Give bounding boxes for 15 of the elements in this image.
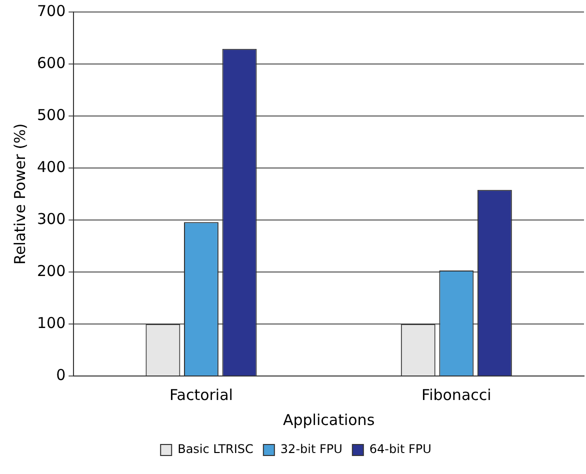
legend-label: Basic LTRISC xyxy=(178,442,254,456)
y-tick-label: 400 xyxy=(36,158,66,176)
y-tick-label: 300 xyxy=(36,210,66,228)
legend-label: 64-bit FPU xyxy=(369,442,432,456)
y-tick-label: 600 xyxy=(36,54,66,72)
x-tick-label: Factorial xyxy=(169,386,233,404)
x-tick-label: Fibonacci xyxy=(422,386,492,404)
y-axis-title: Relative Power (%) xyxy=(10,123,29,265)
y-tick-label: 100 xyxy=(36,314,66,332)
y-tick-label: 200 xyxy=(36,262,66,280)
y-tick-label: 0 xyxy=(56,366,66,384)
y-tick-label: 500 xyxy=(36,106,66,124)
y-tick-label: 700 xyxy=(36,2,66,20)
x-axis-title: Applications xyxy=(282,410,375,429)
legend-label: 32-bit FPU xyxy=(280,442,342,456)
